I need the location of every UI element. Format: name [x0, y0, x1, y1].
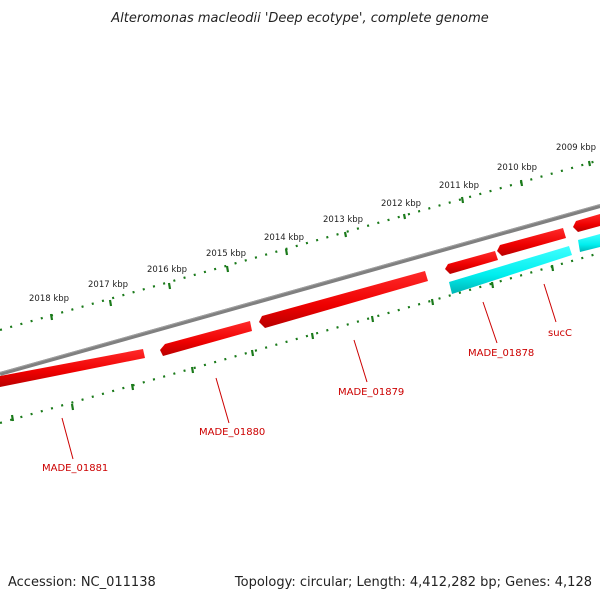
backbone-highlight — [0, 204, 600, 373]
major-tick — [550, 264, 555, 272]
major-tick — [10, 414, 15, 422]
inner-scale-track — [0, 251, 600, 425]
major-tick — [402, 213, 407, 220]
genome-summary-text: Topology: circular; Length: 4,412,282 bp… — [234, 575, 592, 590]
major-tick — [519, 179, 524, 187]
scale-label: 2013 kbp — [323, 215, 363, 225]
leader-line-sucC — [543, 283, 557, 323]
gene-partial-arrow[interactable] — [573, 214, 600, 232]
gene-label-sucC[interactable]: sucC — [548, 328, 572, 339]
genome-backbone — [0, 204, 600, 376]
scale-label: 2011 kbp — [439, 181, 479, 191]
outer-scale-track: 2009 kbp 2010 kbp 2011 kbp 2012 kbp 2013… — [0, 143, 600, 332]
leader-line-MADE_01880 — [215, 377, 230, 424]
major-tick — [310, 332, 315, 340]
scale-label: 2017 kbp — [88, 280, 128, 290]
scale-label: 2010 kbp — [497, 163, 537, 173]
accession-text: Accession: NC_011138 — [8, 575, 156, 590]
major-tick — [130, 383, 135, 391]
map-title: Alteromonas macleodii 'Deep ecotype', co… — [110, 11, 488, 26]
scale-label: 2012 kbp — [381, 199, 421, 209]
forward-strand-genes — [0, 214, 600, 387]
gene-sucC-arrow[interactable] — [578, 234, 600, 252]
leader-line-MADE_01881 — [61, 417, 74, 460]
major-tick — [284, 248, 289, 256]
major-tick — [190, 366, 195, 374]
major-tick — [343, 231, 348, 238]
major-tick — [430, 298, 435, 306]
leader-line-MADE_01878 — [482, 301, 498, 344]
major-tick — [250, 349, 255, 357]
gene-label-MADE_01878[interactable]: MADE_01878 — [468, 348, 534, 359]
outer-scale-dots — [0, 158, 600, 332]
inner-scale-major-ticks — [10, 264, 555, 422]
scale-label: 2018 kbp — [29, 294, 69, 304]
scale-label: 2015 kbp — [206, 249, 246, 259]
leader-line-MADE_01879 — [353, 339, 368, 383]
backbone-line — [0, 204, 600, 376]
gene-label-MADE_01879[interactable]: MADE_01879 — [338, 387, 404, 398]
major-tick — [490, 281, 495, 289]
major-tick — [370, 315, 375, 323]
inner-scale-dots — [0, 251, 600, 425]
gene-MADE_01879-arrow[interactable] — [259, 271, 428, 328]
major-tick — [460, 196, 465, 204]
outer-scale-major-ticks — [49, 160, 592, 321]
gene-labels: MADE_01881 MADE_01880 MADE_01879 MADE_01… — [42, 283, 572, 474]
gene-sucC-upper-arrow[interactable] — [497, 228, 566, 256]
reverse-strand-genes — [449, 234, 600, 294]
major-tick — [108, 299, 113, 307]
gene-MADE_01878-upper-arrow[interactable] — [445, 251, 498, 274]
gene-label-MADE_01881[interactable]: MADE_01881 — [42, 463, 108, 474]
major-tick — [70, 403, 75, 411]
gene-MADE_01881-arrow[interactable] — [0, 349, 145, 387]
major-tick — [49, 313, 54, 321]
scale-label: 2009 kbp — [556, 143, 596, 153]
gene-MADE_01878-arrow[interactable] — [449, 246, 572, 294]
gene-MADE_01880-arrow[interactable] — [160, 321, 252, 356]
major-tick — [587, 160, 592, 167]
major-tick — [167, 282, 172, 290]
major-tick — [225, 265, 230, 273]
scale-label: 2016 kbp — [147, 265, 187, 275]
scale-label: 2014 kbp — [264, 233, 304, 243]
gene-label-MADE_01880[interactable]: MADE_01880 — [199, 427, 265, 438]
